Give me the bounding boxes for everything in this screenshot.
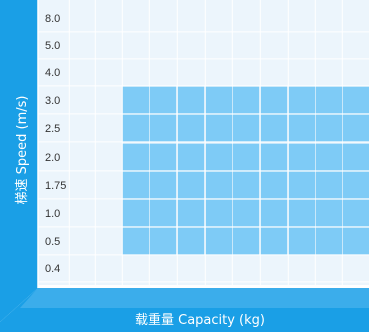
capacity-speed-cell bbox=[232, 199, 260, 227]
capacity-speed-cell bbox=[288, 227, 316, 255]
y-tick-label: 3.0 bbox=[45, 95, 60, 107]
capacity-speed-cell bbox=[342, 114, 369, 142]
capacity-speed-cell bbox=[260, 86, 288, 114]
capacity-speed-cell bbox=[232, 114, 260, 142]
capacity-speed-cell bbox=[260, 143, 288, 171]
x-axis-inner-band bbox=[20, 288, 369, 308]
y-tick-label: 2.0 bbox=[45, 152, 60, 164]
capacity-speed-cell bbox=[315, 114, 343, 142]
y-tick-label: 5.0 bbox=[45, 40, 60, 52]
capacity-speed-cell bbox=[342, 86, 369, 114]
capacity-speed-cell bbox=[315, 199, 343, 227]
y-tick-label: 2.5 bbox=[45, 123, 60, 135]
capacity-speed-cell bbox=[205, 86, 233, 114]
capacity-speed-cell bbox=[149, 143, 177, 171]
y-tick-label: 0.4 bbox=[45, 263, 60, 275]
capacity-speed-cell bbox=[205, 114, 233, 142]
capacity-speed-cell bbox=[288, 199, 316, 227]
capacity-speed-cell bbox=[177, 86, 205, 114]
capacity-speed-cell bbox=[288, 114, 316, 142]
y-axis-title: 梯速 Speed (m/s) bbox=[15, 96, 30, 205]
capacity-speed-cell bbox=[260, 114, 288, 142]
y-axis-band bbox=[0, 0, 38, 322]
capacity-speed-cell bbox=[232, 171, 260, 199]
capacity-speed-cell bbox=[122, 227, 150, 255]
capacity-speed-cell bbox=[232, 86, 260, 114]
capacity-speed-cell bbox=[260, 227, 288, 255]
capacity-speed-cell bbox=[149, 86, 177, 114]
y-tick-label: 0.5 bbox=[45, 236, 60, 248]
capacity-speed-cell bbox=[177, 143, 205, 171]
capacity-speed-cell bbox=[177, 227, 205, 255]
capacity-speed-cell bbox=[288, 86, 316, 114]
highlight-region bbox=[122, 86, 369, 255]
y-tick-label: 1.75 bbox=[45, 180, 66, 192]
capacity-speed-cell bbox=[177, 114, 205, 142]
capacity-speed-cell bbox=[232, 227, 260, 255]
capacity-speed-cell bbox=[260, 199, 288, 227]
capacity-speed-cell bbox=[342, 143, 369, 171]
capacity-speed-cell bbox=[205, 199, 233, 227]
y-tick-label: 8.0 bbox=[45, 13, 60, 25]
capacity-speed-cell bbox=[149, 199, 177, 227]
capacity-speed-cell bbox=[315, 143, 343, 171]
y-tick-label: 1.0 bbox=[45, 208, 60, 220]
capacity-speed-cell bbox=[122, 171, 150, 199]
capacity-speed-cell bbox=[205, 227, 233, 255]
capacity-speed-cell bbox=[315, 171, 343, 199]
capacity-speed-cell bbox=[205, 143, 233, 171]
capacity-speed-cell bbox=[205, 171, 233, 199]
capacity-speed-cell bbox=[122, 199, 150, 227]
x-axis-title: 载重量 Capacity (kg) bbox=[135, 312, 265, 328]
capacity-speed-cell bbox=[232, 143, 260, 171]
capacity-speed-cell bbox=[149, 171, 177, 199]
capacity-speed-cell bbox=[177, 199, 205, 227]
capacity-speed-cell bbox=[149, 227, 177, 255]
capacity-speed-cell bbox=[149, 114, 177, 142]
y-tick-label: 4.0 bbox=[45, 67, 60, 79]
grid bbox=[38, 0, 369, 285]
y-tick-labels: 0.4 0.5 1.0 1.75 2.0 2.5 3.0 4.0 5.0 8.0 bbox=[45, 13, 66, 275]
capacity-speed-cell bbox=[122, 86, 150, 114]
capacity-speed-cell bbox=[315, 86, 343, 114]
capacity-speed-cell bbox=[260, 171, 288, 199]
capacity-speed-cell bbox=[342, 227, 369, 255]
capacity-speed-cell bbox=[177, 171, 205, 199]
capacity-speed-cell bbox=[122, 114, 150, 142]
capacity-speed-cell bbox=[122, 143, 150, 171]
capacity-speed-cell bbox=[288, 143, 316, 171]
capacity-speed-cell bbox=[342, 199, 369, 227]
capacity-speed-cell bbox=[288, 171, 316, 199]
capacity-speed-cell bbox=[315, 227, 343, 255]
capacity-speed-cell bbox=[342, 171, 369, 199]
